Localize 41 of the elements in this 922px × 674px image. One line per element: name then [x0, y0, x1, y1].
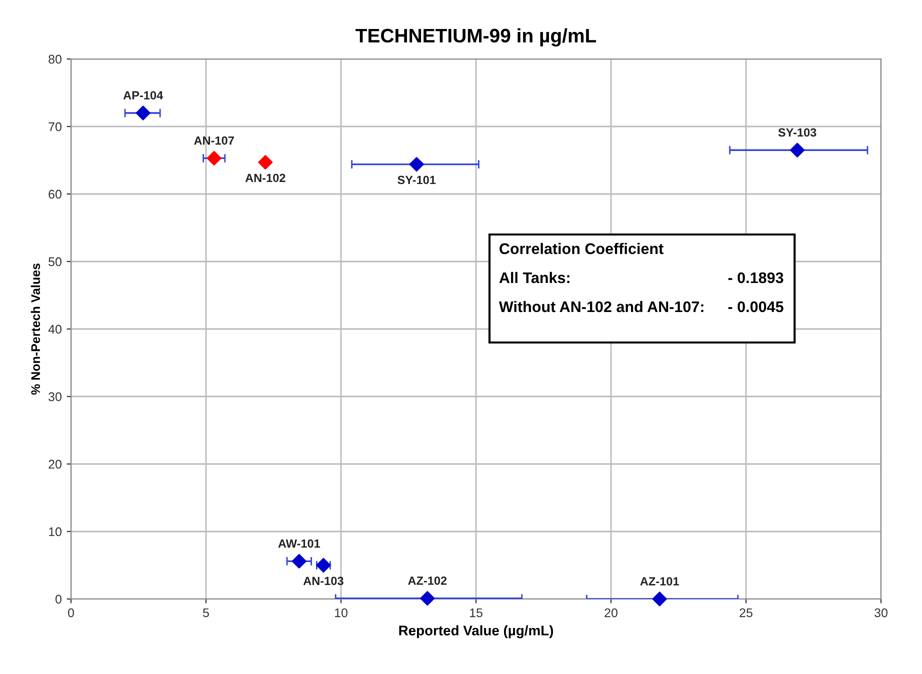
y-tick-label: 80: [48, 54, 62, 64]
annotation: AN-103: [303, 576, 344, 586]
annotation: AP-104: [123, 91, 164, 100]
y-tick-label: 0: [56, 594, 62, 604]
point: [420, 591, 435, 606]
x-tick-label: 0: [68, 608, 74, 618]
y-tick-label: 50: [48, 257, 62, 266]
annotation: AW-101: [278, 539, 320, 548]
annotation: AZ-102: [408, 576, 447, 585]
x-tick-label: 10: [335, 608, 348, 618]
x-tick-label: 30: [874, 608, 888, 618]
y-tick-label: 70: [48, 122, 62, 132]
point: [790, 142, 805, 158]
annotation: All Tanks:: [499, 272, 570, 284]
point: [652, 592, 667, 606]
x-tick-label: 15: [470, 608, 482, 618]
annotation: SY-103: [778, 128, 816, 137]
x-tick-label: 20: [604, 608, 618, 618]
y-tick-label: 20: [48, 460, 62, 469]
annotation: Correlation Coefficient: [500, 242, 664, 254]
point: [136, 106, 150, 120]
point: [292, 554, 306, 568]
y-tick-label: 10: [49, 527, 62, 536]
x-axis-title: Reported Value (µg/mL): [399, 625, 554, 638]
y-tick-label: 60: [48, 190, 62, 199]
point: [409, 157, 424, 172]
y-tick-label: 30: [48, 392, 62, 402]
annotation: AN-102: [245, 174, 286, 182]
annotation: AN-107: [194, 136, 234, 145]
annotation: Without AN-102 and AN-107:: [498, 300, 704, 312]
annotation: AZ-101: [640, 577, 679, 586]
x-tick-label: 5: [203, 608, 209, 618]
x-tick-label: 25: [740, 608, 752, 618]
annotation: - 0.0045: [728, 301, 784, 312]
chart-title: TECHNETIUM-99 in µg/mL: [356, 28, 596, 46]
point: [258, 154, 273, 170]
annotation: SY-101: [398, 176, 436, 184]
annotation: - 0.1893: [728, 272, 784, 284]
y-tick-label: 40: [48, 324, 62, 334]
point: [206, 150, 222, 166]
y-axis-title: % Non-Pertech Values: [30, 264, 40, 395]
